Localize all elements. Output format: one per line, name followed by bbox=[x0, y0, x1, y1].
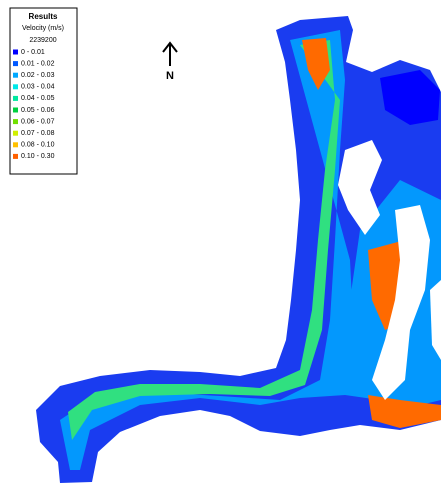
legend-swatch bbox=[13, 73, 18, 78]
legend-swatch bbox=[13, 108, 18, 113]
river-body bbox=[36, 16, 441, 483]
map: N Results Velocity (m/s) 2239200 0 - 0.0… bbox=[0, 0, 441, 486]
legend-subtitle: Velocity (m/s) bbox=[22, 25, 64, 32]
north-arrow: N bbox=[163, 43, 177, 82]
legend-swatch bbox=[13, 96, 18, 101]
legend: Results Velocity (m/s) 2239200 0 - 0.01 0… bbox=[10, 8, 77, 174]
legend-label: 0.05 - 0.06 bbox=[21, 107, 55, 114]
legend-timestamp: 2239200 bbox=[29, 37, 56, 44]
legend-label: 0 - 0.01 bbox=[21, 49, 45, 56]
legend-label: 0.01 - 0.02 bbox=[21, 60, 55, 67]
legend-swatch bbox=[13, 61, 18, 66]
legend-label: 0.06 - 0.07 bbox=[21, 118, 55, 125]
page: N Results Velocity (m/s) 2239200 0 - 0.0… bbox=[0, 0, 441, 486]
legend-swatch bbox=[13, 119, 18, 124]
legend-swatch bbox=[13, 131, 18, 136]
legend-box bbox=[10, 8, 77, 174]
north-label: N bbox=[166, 70, 174, 82]
legend-swatch bbox=[13, 50, 18, 55]
legend-label: 0.04 - 0.05 bbox=[21, 95, 55, 102]
legend-label: 0.07 - 0.08 bbox=[21, 130, 55, 137]
legend-swatch bbox=[13, 84, 18, 89]
legend-label: 0.08 - 0.10 bbox=[21, 142, 55, 149]
legend-swatch bbox=[13, 154, 18, 159]
legend-label: 0.03 - 0.04 bbox=[21, 84, 55, 91]
legend-title: Results bbox=[29, 12, 58, 21]
legend-swatch bbox=[13, 142, 18, 147]
legend-label: 0.02 - 0.03 bbox=[21, 72, 55, 79]
legend-label: 0.10 - 0.30 bbox=[21, 153, 55, 160]
